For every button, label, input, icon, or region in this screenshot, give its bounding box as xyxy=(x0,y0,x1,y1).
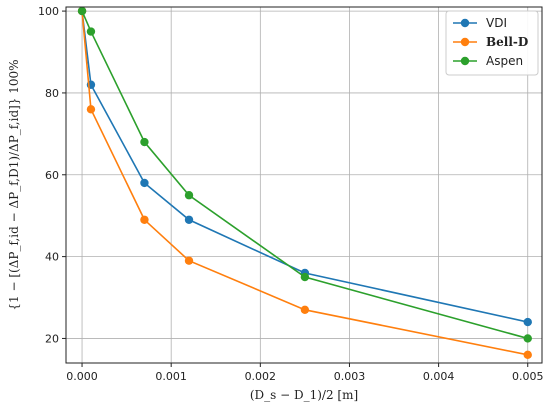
data-point-vdi xyxy=(140,178,149,188)
data-point-aspen xyxy=(77,6,87,16)
data-point-aspen xyxy=(300,272,310,282)
legend-swatch-marker-aspen xyxy=(460,56,470,66)
series-line-bell-d xyxy=(81,11,528,356)
data-point-bell-d xyxy=(86,105,96,114)
data-point-vdi xyxy=(184,215,194,224)
y-tick-label: 100 xyxy=(38,5,59,18)
legend-box xyxy=(445,10,539,76)
y-tick-label: 60 xyxy=(45,169,59,182)
series-line-vdi xyxy=(81,10,528,323)
data-point-aspen xyxy=(86,27,96,36)
legend-label-vdi: VDI xyxy=(486,16,507,30)
x-tick-label: 0.003 xyxy=(334,370,366,383)
x-axis-ticks: 0.000 0.001 0.002 0.003 0.004 0.005 xyxy=(66,363,543,383)
data-point-bell-d xyxy=(300,305,310,315)
data-point-bell-d xyxy=(523,350,532,360)
y-axis-ticks: 20 40 60 80 100 xyxy=(38,5,66,345)
series-group xyxy=(77,6,532,360)
data-point-aspen xyxy=(523,334,532,343)
x-tick-label: 0.005 xyxy=(512,370,544,383)
legend-swatch-marker-bell-d xyxy=(460,37,470,47)
x-tick-label: 0.001 xyxy=(155,370,187,383)
x-tick-label: 0.004 xyxy=(423,370,455,383)
y-tick-label: 20 xyxy=(45,332,59,345)
x-tick-label: 0.000 xyxy=(66,370,98,383)
y-tick-label: 40 xyxy=(45,251,59,264)
legend: VDI Bell-D Aspen xyxy=(445,10,539,76)
data-point-bell-d xyxy=(140,215,149,224)
y-tick-label: 80 xyxy=(45,87,59,100)
data-point-aspen xyxy=(184,191,194,200)
legend-label-aspen: Aspen xyxy=(486,54,523,68)
legend-swatch-marker-vdi xyxy=(460,18,470,28)
legend-label-bell-d: Bell-D xyxy=(486,35,528,49)
plot-frame xyxy=(65,6,543,364)
x-tick-label: 0.002 xyxy=(245,370,277,383)
data-point-vdi xyxy=(523,317,532,327)
data-point-bell-d xyxy=(184,256,194,265)
x-axis-label: (D_s − D_1)/2 [m] xyxy=(250,388,358,402)
y-axis-label: {1 − [(ΔP_f,id − ΔP_f,D1)/ΔP_f,id]} 100% xyxy=(7,59,21,310)
data-point-aspen xyxy=(140,137,149,147)
